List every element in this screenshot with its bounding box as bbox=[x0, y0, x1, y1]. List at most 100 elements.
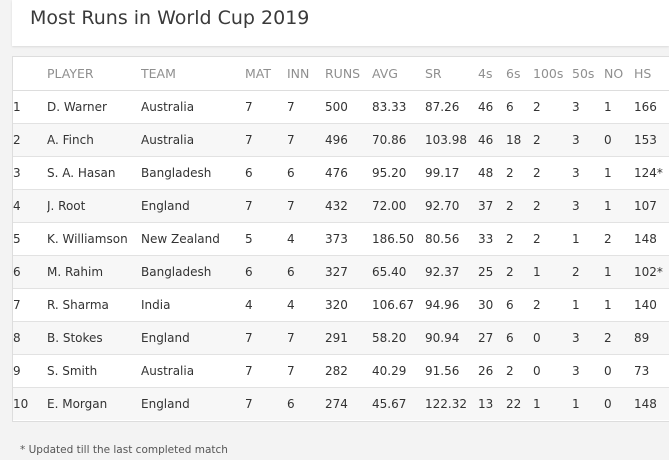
cell-sixes: 2 bbox=[506, 354, 533, 388]
cell-runs: 476 bbox=[325, 156, 372, 190]
cell-avg: 45.67 bbox=[372, 387, 425, 420]
most-runs-table: PLAYER TEAM MAT INN RUNS AVG SR 4s 6s 100s 50s NO HS… bbox=[13, 57, 669, 420]
cell-sr: 94.96 bbox=[425, 288, 478, 322]
column-header-player: PLAYER bbox=[47, 57, 141, 91]
cell-fifties: 3 bbox=[572, 354, 604, 388]
column-header-high-score: HS bbox=[634, 57, 669, 91]
cell-inn: 7 bbox=[287, 189, 325, 223]
cell-fours: 25 bbox=[478, 255, 506, 289]
cell-mat: 7 bbox=[245, 189, 287, 223]
cell-team: Bangladesh bbox=[141, 156, 245, 190]
cell-team: Australia bbox=[141, 100, 195, 114]
cell-avg: 65.40 bbox=[372, 255, 425, 289]
cell-fours: 48 bbox=[478, 156, 506, 190]
cell-hundreds: 0 bbox=[533, 321, 572, 355]
footer-note: * Updated till the last completed match bbox=[20, 444, 228, 456]
cell-hundreds: 0 bbox=[533, 354, 572, 388]
cell-avg: 186.50 bbox=[372, 222, 425, 256]
cell-sixes: 2 bbox=[506, 189, 533, 223]
cell-high-score: 107 bbox=[634, 189, 669, 223]
cell-mat: 6 bbox=[245, 255, 287, 289]
cell-player: J. Root bbox=[47, 189, 141, 223]
cell-mat: 7 bbox=[245, 321, 287, 355]
cell-high-score: 148 bbox=[634, 387, 669, 420]
page-title: Most Runs in World Cup 2019 bbox=[30, 7, 310, 29]
cell-high-score: 166 bbox=[634, 100, 657, 114]
cell-rank: 2 bbox=[13, 123, 47, 157]
cell-hundreds: 2 bbox=[533, 288, 572, 322]
table-row: 2 A. Finch Australia 7 7 496 70.86 103.98 46 18 2 3… bbox=[13, 123, 669, 157]
cell-team: Bangladesh bbox=[141, 255, 245, 289]
cell-rank: 5 bbox=[13, 222, 47, 256]
cell-inn: 7 bbox=[287, 123, 325, 157]
table-body: 1 D. Warner Australia 7 7 500 83.33 87.26 46 6 2 3 1… bbox=[13, 91, 669, 420]
cell-fours: 46 bbox=[478, 100, 494, 114]
cell-runs: 432 bbox=[325, 189, 372, 223]
cell-not-outs: 0 bbox=[604, 387, 634, 420]
cell-rank: 9 bbox=[13, 354, 47, 388]
cell-fours: 27 bbox=[478, 321, 506, 355]
cell-fours: 37 bbox=[478, 189, 506, 223]
cell-avg: 40.29 bbox=[372, 354, 425, 388]
cell-sr: 122.32 bbox=[425, 387, 478, 420]
table-header-row: PLAYER TEAM MAT INN RUNS AVG SR 4s 6s 100s 50s NO HS bbox=[13, 57, 669, 91]
title-card: Most Runs in World Cup 2019 bbox=[12, 0, 669, 46]
cell-fifties: 3 bbox=[572, 189, 604, 223]
cell-team: India bbox=[141, 288, 245, 322]
cell-runs: 500 bbox=[325, 100, 348, 114]
table-row: 5 K. Williamson New Zealand 5 4 373 186.50 80.5… bbox=[13, 222, 669, 256]
cell-not-outs: 1 bbox=[604, 255, 634, 289]
cell-inn: 4 bbox=[287, 288, 325, 322]
cell-not-outs: 2 bbox=[604, 222, 634, 256]
cell-hundreds: 2 bbox=[533, 100, 541, 114]
cell-inn: 6 bbox=[287, 387, 325, 420]
cell-avg: 95.20 bbox=[372, 156, 425, 190]
column-header-sr: SR bbox=[425, 57, 478, 91]
cell-sixes: 6 bbox=[506, 321, 533, 355]
cell-avg: 72.00 bbox=[372, 189, 425, 223]
cell-mat: 7 bbox=[245, 123, 287, 157]
column-header-runs: RUNS bbox=[325, 57, 372, 91]
cell-not-outs: 1 bbox=[604, 189, 634, 223]
cell-sixes: 2 bbox=[506, 222, 533, 256]
cell-fifties: 3 bbox=[572, 156, 604, 190]
cell-team: England bbox=[141, 189, 245, 223]
cell-high-score: 153 bbox=[634, 123, 669, 157]
cell-not-outs: 0 bbox=[604, 354, 634, 388]
cell-runs: 373 bbox=[325, 222, 372, 256]
cell-fours: 13 bbox=[478, 387, 506, 420]
table-row: 6 M. Rahim Bangladesh 6 6 327 65.40 92.37 25 2 1 2 1… bbox=[13, 255, 669, 289]
cell-avg: 83.33 bbox=[372, 100, 407, 114]
cell-avg: 106.67 bbox=[372, 288, 425, 322]
cell-mat: 5 bbox=[245, 222, 287, 256]
cell-sr: 99.17 bbox=[425, 156, 478, 190]
cell-not-outs: 0 bbox=[604, 123, 634, 157]
cell-fifties: 1 bbox=[572, 222, 604, 256]
cell-rank: 6 bbox=[13, 255, 47, 289]
cell-fifties: 3 bbox=[572, 100, 580, 114]
cell-runs: 327 bbox=[325, 255, 372, 289]
cell-player: D. Warner bbox=[47, 100, 107, 114]
column-header-not-outs: NO bbox=[604, 57, 634, 91]
cell-sr: 80.56 bbox=[425, 222, 478, 256]
cell-inn: 7 bbox=[287, 321, 325, 355]
cell-mat: 7 bbox=[245, 387, 287, 420]
cell-sixes: 2 bbox=[506, 156, 533, 190]
cell-not-outs: 1 bbox=[604, 288, 634, 322]
cell-avg: 70.86 bbox=[372, 123, 425, 157]
cell-runs: 274 bbox=[325, 387, 372, 420]
cell-rank: 3 bbox=[13, 156, 47, 190]
cell-player: R. Sharma bbox=[47, 288, 141, 322]
cell-rank: 7 bbox=[13, 288, 47, 322]
cell-fifties: 1 bbox=[572, 387, 604, 420]
column-header-mat: MAT bbox=[245, 57, 287, 91]
cell-rank: 10 bbox=[13, 387, 47, 420]
cell-avg: 58.20 bbox=[372, 321, 425, 355]
cell-fifties: 3 bbox=[572, 321, 604, 355]
cell-high-score: 73 bbox=[634, 354, 669, 388]
table-row: 7 R. Sharma India 4 4 320 106.67 94.96 30 6 2 1 1 140 bbox=[13, 288, 669, 322]
cell-hundreds: 2 bbox=[533, 156, 572, 190]
cell-high-score: 102* bbox=[634, 255, 669, 289]
column-header-hundreds: 100s bbox=[533, 57, 572, 91]
cell-sixes: 6 bbox=[506, 288, 533, 322]
